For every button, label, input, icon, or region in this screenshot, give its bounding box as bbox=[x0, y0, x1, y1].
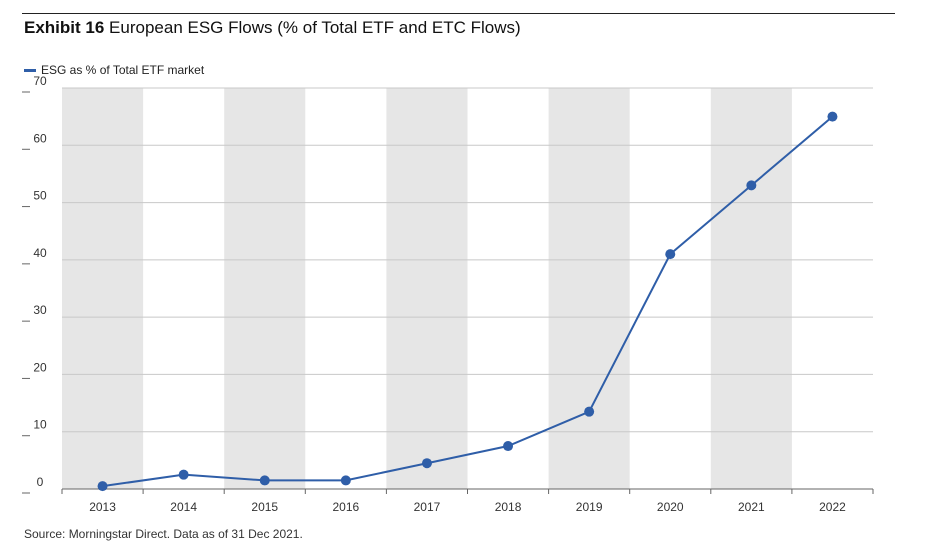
data-point-2013 bbox=[97, 481, 108, 492]
exhibit-label: Exhibit 16 bbox=[24, 18, 105, 37]
band-2017 bbox=[386, 88, 468, 489]
data-point-2018 bbox=[503, 441, 514, 452]
band-2013 bbox=[62, 88, 144, 489]
band-2021 bbox=[710, 88, 792, 489]
data-point-2015 bbox=[259, 475, 270, 486]
data-point-2020 bbox=[665, 249, 676, 260]
x-tick-label-2019: 2019 bbox=[576, 500, 603, 514]
top-rule bbox=[22, 13, 895, 14]
x-tick-label-2017: 2017 bbox=[414, 500, 441, 514]
x-tick-label-2022: 2022 bbox=[819, 500, 846, 514]
x-tick-label-2020: 2020 bbox=[657, 500, 684, 514]
legend-swatch bbox=[24, 68, 36, 72]
y-tick-label-40: 40 bbox=[33, 246, 47, 260]
x-tick-label-2015: 2015 bbox=[251, 500, 278, 514]
x-tick-label-2014: 2014 bbox=[170, 500, 197, 514]
data-point-2022 bbox=[827, 111, 838, 122]
legend: ESG as % of Total ETF market bbox=[24, 63, 204, 77]
data-point-2021 bbox=[746, 180, 757, 191]
y-tick-label-60: 60 bbox=[33, 131, 47, 145]
x-tick-label-2013: 2013 bbox=[89, 500, 116, 514]
chart-title: Exhibit 16 European ESG Flows (% of Tota… bbox=[24, 18, 521, 38]
title-text: European ESG Flows (% of Total ETF and E… bbox=[109, 18, 521, 37]
legend-label: ESG as % of Total ETF market bbox=[41, 63, 205, 77]
y-tick-label-50: 50 bbox=[33, 189, 47, 203]
data-point-2014 bbox=[178, 469, 189, 480]
x-tick-label-2018: 2018 bbox=[495, 500, 522, 514]
x-tick-label-2021: 2021 bbox=[738, 500, 765, 514]
band-2019 bbox=[548, 88, 630, 489]
y-tick-label-0: 0 bbox=[37, 475, 44, 489]
y-tick-label-20: 20 bbox=[33, 360, 47, 374]
x-tick-label-2016: 2016 bbox=[332, 500, 359, 514]
band-2015 bbox=[224, 88, 306, 489]
y-tick-label-70: 70 bbox=[33, 74, 47, 88]
y-tick-label-10: 10 bbox=[33, 418, 47, 432]
y-tick-label-30: 30 bbox=[33, 303, 47, 317]
data-point-2019 bbox=[584, 406, 595, 417]
data-point-2016 bbox=[340, 475, 351, 486]
data-point-2017 bbox=[421, 458, 432, 469]
series-line-0 bbox=[102, 115, 834, 488]
source-note: Source: Morningstar Direct. Data as of 3… bbox=[24, 527, 303, 541]
